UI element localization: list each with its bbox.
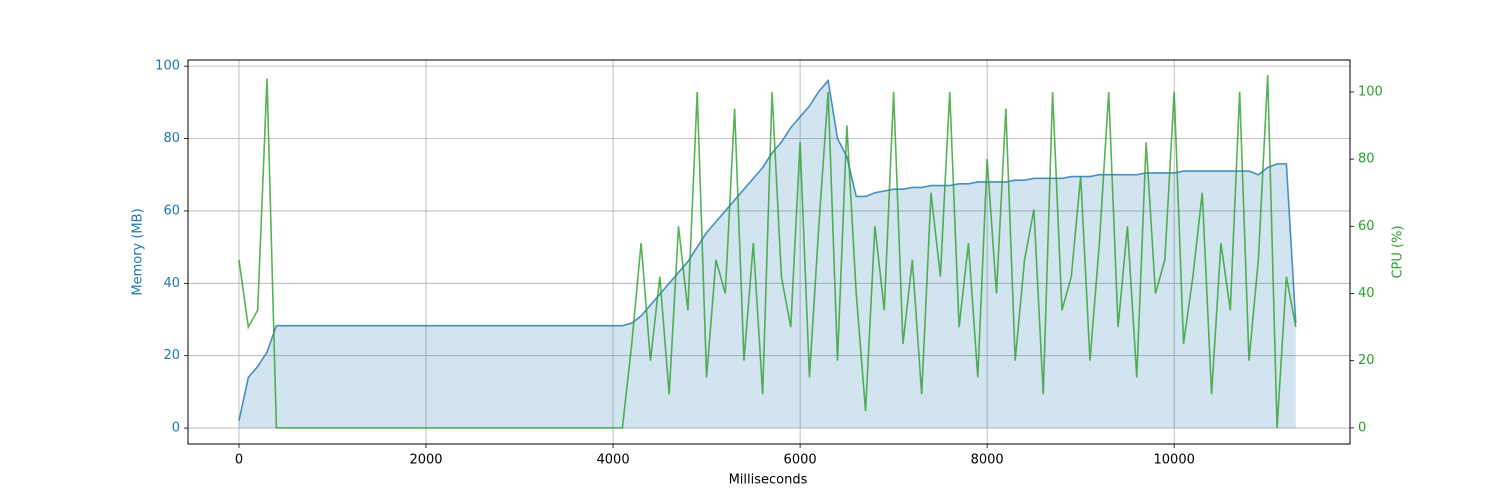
x-tick-label: 0 [235, 453, 243, 468]
y2-tick-label: 0 [1358, 420, 1366, 435]
y2-tick-label: 100 [1358, 84, 1383, 99]
y2-tick-label: 60 [1358, 219, 1375, 234]
y-tick-label: 40 [163, 276, 180, 291]
x-tick-label: 10000 [1154, 453, 1195, 468]
y-tick-label: 20 [163, 348, 180, 363]
line [238, 78, 1297, 422]
plot-frame [187, 59, 1351, 445]
x-tick-label: 4000 [597, 453, 630, 468]
x-tick-label: 2000 [409, 453, 442, 468]
y-tick-label: 60 [163, 203, 180, 218]
x-axis-label: Milliseconds [729, 473, 808, 488]
y2-tick-label: 40 [1358, 286, 1375, 301]
y2-tick-label: 80 [1358, 152, 1375, 167]
x-tick-label: 8000 [971, 453, 1004, 468]
y2-tick-label: 20 [1358, 353, 1375, 368]
y-axis-label: Memory (MB) [131, 208, 146, 295]
y-tick-label: 80 [163, 131, 180, 146]
y2-axis-label: CPU (%) [1391, 225, 1406, 278]
y-tick-label: 0 [172, 421, 180, 436]
y-tick-label: 100 [155, 59, 180, 74]
line [238, 75, 1297, 429]
x-tick-label: 6000 [784, 453, 817, 468]
